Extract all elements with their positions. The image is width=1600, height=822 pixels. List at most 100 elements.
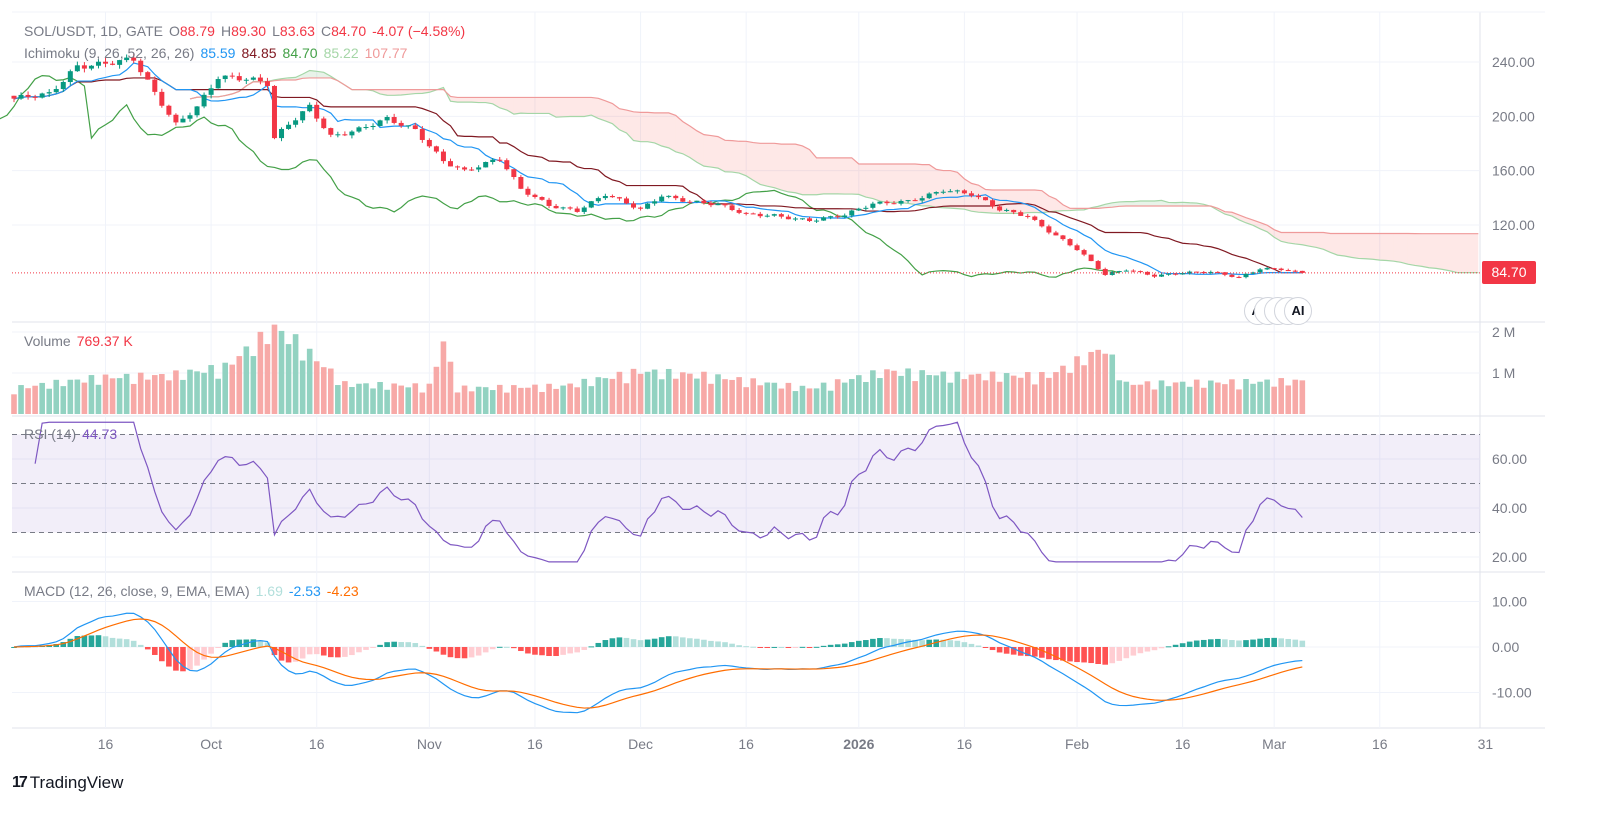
ichimoku-cloud-segment [837,157,845,195]
macd-histogram-bar [637,640,644,647]
candle-body [1011,209,1017,213]
candle-body [1137,271,1143,273]
volume-bar [1137,384,1144,414]
volume-bar [1151,389,1158,414]
volume-bar [813,388,820,414]
ichimoku-cloud-segment [1351,233,1359,259]
volume-bar [912,381,918,414]
ichimoku-cloud-segment [387,89,395,96]
volume-bar [687,373,693,414]
ichimoku-cloud-segment [1126,201,1134,207]
volume-bar [694,378,700,414]
ai-badge[interactable]: AI [1284,297,1312,325]
volume-legend[interactable]: Volume 769.37 K [24,333,139,349]
volume-bar [74,379,81,414]
macd-histogram-bar [335,647,341,658]
ichimoku-cloud-segment [584,97,592,117]
volume-bar [616,371,623,414]
ichimoku-cloud-segment [1393,233,1401,263]
volume-bar [18,385,24,414]
macd-histogram-bar [595,642,602,647]
tradingview-logo[interactable]: 17 TradingView [12,773,123,793]
ichimoku-legend[interactable]: Ichimoku (9, 26, 52, 26, 26) 85.59 84.85 84… [24,45,413,61]
candle-body [743,212,749,214]
candle-body [419,129,425,140]
volume-bar [806,388,813,414]
macd-histogram-bar [461,647,468,659]
macd-histogram-bar [1243,640,1249,647]
candle-body [1046,226,1052,233]
volume-bar [81,382,88,414]
macd-histogram-bar [194,647,200,666]
ichimoku-cloud-segment [696,130,704,167]
candle-body [1159,274,1165,277]
volume-bar [166,380,172,414]
candle-body [631,203,637,208]
candle-body [462,167,468,170]
macd-histogram-bar [137,644,144,647]
candle-body [687,201,693,203]
candle-body [623,198,629,204]
volume-bar [778,388,785,414]
symbol-name[interactable]: SOL/USDT, 1D, GATE [24,23,163,39]
ichimoku-cloud-segment [816,157,824,195]
candle-body [539,197,545,200]
volume-bar [419,392,426,414]
macd-histogram-bar [834,644,841,647]
macd-histogram-bar [74,636,81,647]
macd-legend[interactable]: MACD (12, 26, close, 9, EMA, EMA) 1.69 -2.… [24,583,365,599]
macd-histogram-bar [785,647,792,648]
candle-body [1151,274,1157,277]
volume-bar [39,382,45,414]
macd-histogram-bar [884,638,890,647]
x-tick-label: 2026 [843,736,874,752]
ai-badges[interactable]: AI AI [1244,297,1312,325]
ichimoku-cloud-segment [844,157,852,195]
candle-body [1222,272,1228,275]
volume-bar [1236,389,1242,414]
macd-histogram-bar [848,642,855,647]
ichimoku-cloud-segment [1386,233,1394,262]
volume-bar [891,370,897,414]
candle-body [1229,274,1235,277]
volume-bar [342,381,348,414]
candle-body [39,93,45,98]
ichimoku-cloud-segment [1295,232,1303,245]
volume-bar [581,378,588,414]
candle-body [447,161,453,167]
macd-histogram-bar [877,638,883,647]
ichimoku-cloud-segment [394,89,402,96]
candle-body [877,201,883,204]
candle-body [264,81,270,86]
ichimoku-cloud-segment [647,112,655,143]
ichimoku-cloud-segment [478,97,486,103]
volume-bar [60,386,67,414]
candle-body [912,200,918,202]
macd-histogram-bar [827,644,834,647]
ichimoku-cloud-segment [302,70,310,79]
volume-bar [1024,372,1031,414]
candle-body [370,125,376,128]
volume-bar [440,341,447,414]
candle-body [476,167,482,170]
candle-body [1130,270,1136,272]
macd-histogram-bar [567,647,573,654]
macd-histogram-bar [764,647,771,648]
candle-body [377,120,383,126]
candle-body [673,195,679,199]
macd-histogram-bar [989,647,996,651]
rsi-legend[interactable]: RSI (14) 44.73 [24,426,123,442]
candle-body [293,120,299,125]
ichimoku-cloud-segment [1337,233,1345,256]
macd-histogram-bar [342,647,348,657]
candle-body [236,76,242,81]
candle-body [954,190,960,192]
volume-bar [1130,384,1137,414]
candle-body [701,200,707,204]
ichimoku-name: Ichimoku (9, 26, 52, 26, 26) [24,45,195,61]
macd-histogram-bar [1165,646,1172,648]
signal-value: -4.23 [326,583,359,599]
volume-bar [102,374,109,414]
volume-bar [602,378,609,414]
